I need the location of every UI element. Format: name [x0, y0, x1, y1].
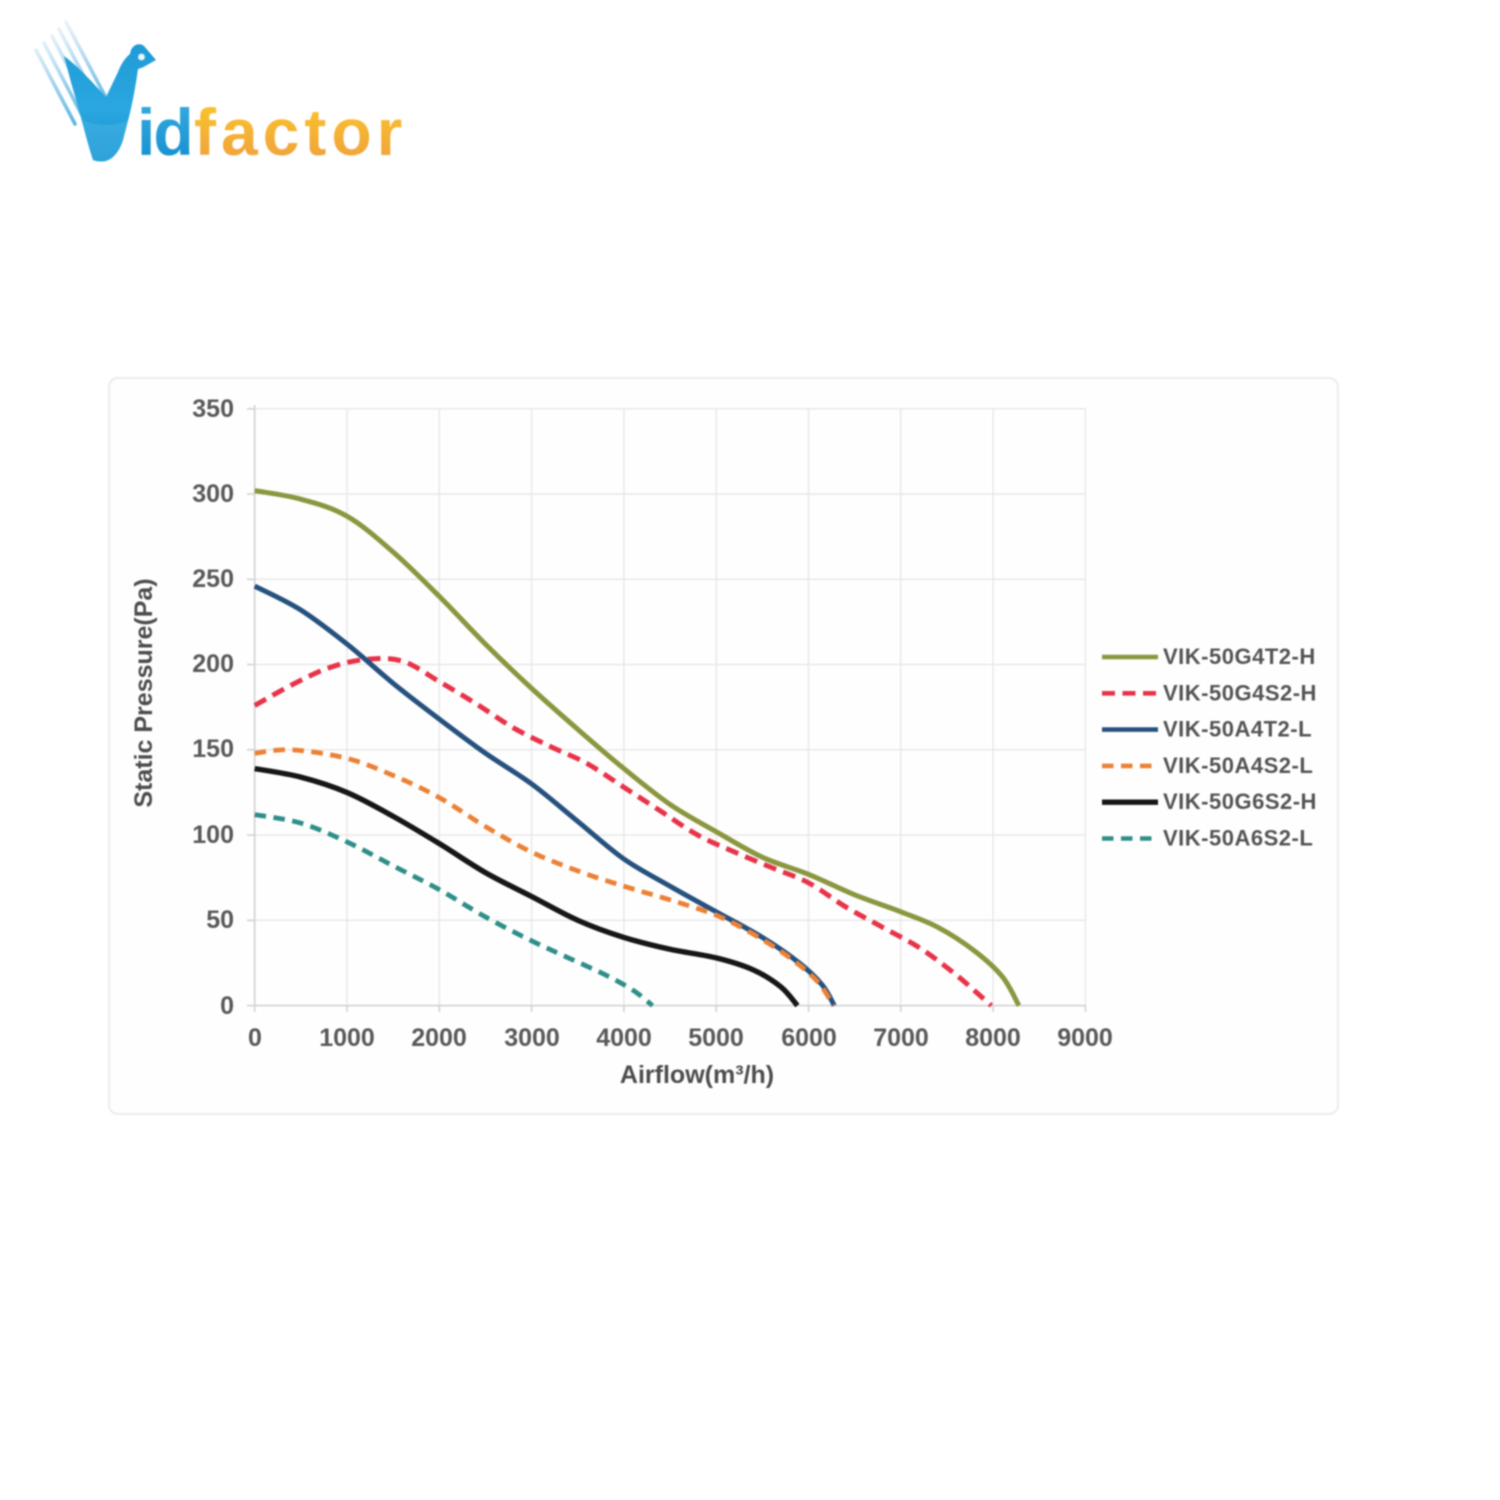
svg-text:50: 50 [206, 906, 234, 934]
svg-text:350: 350 [192, 395, 234, 423]
svg-text:Static Pressure(Pa): Static Pressure(Pa) [130, 578, 158, 807]
svg-text:VIK-50A6S2-L: VIK-50A6S2-L [1163, 826, 1313, 851]
svg-text:200: 200 [192, 650, 234, 678]
svg-text:300: 300 [192, 480, 234, 508]
svg-text:factor: factor [194, 95, 407, 169]
svg-text:id: id [137, 95, 192, 169]
svg-text:4000: 4000 [596, 1024, 652, 1052]
svg-text:VIK-50A4S2-L: VIK-50A4S2-L [1163, 753, 1313, 778]
svg-text:0: 0 [248, 1024, 262, 1052]
svg-text:6000: 6000 [781, 1024, 837, 1052]
svg-text:2000: 2000 [411, 1024, 467, 1052]
svg-text:7000: 7000 [873, 1024, 929, 1052]
svg-text:250: 250 [192, 565, 234, 593]
svg-text:100: 100 [192, 821, 234, 849]
svg-text:VIK-50A4T2-L: VIK-50A4T2-L [1163, 717, 1312, 742]
svg-text:Airflow(m³/h): Airflow(m³/h) [620, 1061, 774, 1089]
svg-text:8000: 8000 [965, 1024, 1021, 1052]
svg-text:5000: 5000 [688, 1024, 744, 1052]
svg-text:9000: 9000 [1057, 1024, 1113, 1052]
svg-text:VIK-50G4T2-H: VIK-50G4T2-H [1163, 644, 1316, 669]
svg-text:3000: 3000 [504, 1024, 560, 1052]
svg-text:0: 0 [220, 992, 234, 1020]
svg-text:150: 150 [192, 735, 234, 763]
svg-text:VIK-50G4S2-H: VIK-50G4S2-H [1163, 680, 1317, 705]
svg-text:VIK-50G6S2-H: VIK-50G6S2-H [1163, 789, 1317, 814]
svg-text:1000: 1000 [319, 1024, 375, 1052]
